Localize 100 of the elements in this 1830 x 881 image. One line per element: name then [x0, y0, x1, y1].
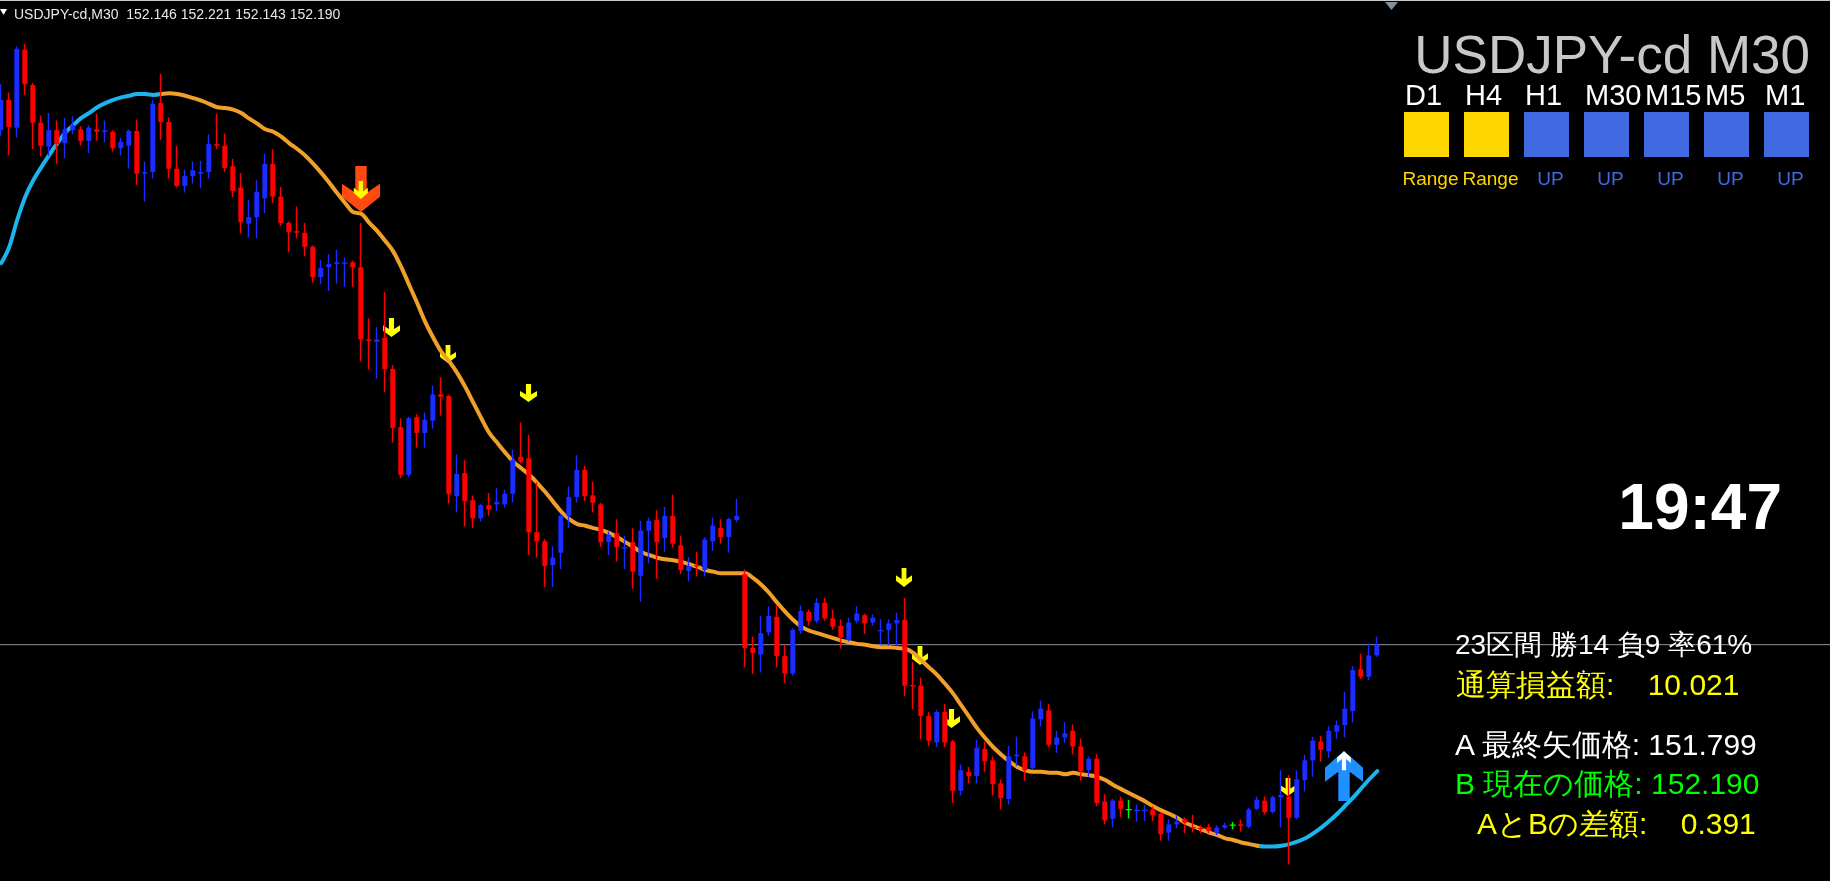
candlestick [1326, 726, 1332, 758]
candlestick [1118, 796, 1124, 817]
text: UP [1537, 168, 1564, 189]
candlestick [102, 120, 108, 143]
candlestick [662, 506, 668, 552]
candlestick [158, 73, 164, 140]
candlestick [758, 616, 764, 673]
candlestick [830, 609, 836, 630]
candlestick [302, 223, 308, 257]
candlestick [958, 764, 964, 796]
candlestick [646, 517, 652, 564]
candlestick [341, 257, 349, 287]
text: Range [1462, 168, 1519, 189]
text: UP [1717, 168, 1744, 189]
candlestick [750, 636, 756, 675]
candlestick [422, 412, 428, 448]
candlestick [566, 486, 572, 529]
candlestick [838, 619, 844, 649]
text: B 現在の価格: 152.190 [1455, 767, 1760, 800]
candlestick [862, 613, 868, 634]
candlestick [78, 126, 84, 146]
text: UP [1657, 168, 1684, 189]
candlestick [606, 531, 612, 556]
candlestick [110, 130, 116, 152]
candlestick [46, 113, 52, 157]
text: A 最終矢価格: 151.799 [1455, 728, 1757, 761]
candlestick [182, 169, 188, 193]
candlestick [1246, 808, 1252, 829]
candlestick [710, 517, 716, 552]
text: AとBの差額: 0.391 [1477, 807, 1756, 840]
candlestick [1110, 799, 1116, 828]
candlestick [694, 552, 700, 577]
candlestick [1038, 700, 1044, 727]
candlestick [734, 498, 740, 523]
candlestick [1374, 636, 1380, 657]
candlestick [982, 741, 988, 772]
candlestick [334, 250, 340, 284]
candlestick [350, 260, 356, 287]
text: 23区間 勝14 負9 率61% [1455, 629, 1753, 660]
candlestick [1070, 724, 1076, 755]
candlestick [726, 517, 732, 553]
candlestick [822, 598, 828, 621]
candlestick [1158, 812, 1164, 841]
candlestick [414, 414, 420, 448]
candlestick [62, 117, 68, 158]
candlestick [1286, 775, 1292, 865]
candlestick [174, 145, 180, 188]
chart-subtitle: USDJPY-cd,M30 152.146 152.221 152.143 152.190 [14, 5, 341, 22]
candlestick [1342, 691, 1348, 738]
candlestick [990, 756, 996, 796]
candlestick [1318, 735, 1324, 762]
candlestick [1358, 653, 1364, 680]
candlestick [222, 133, 228, 172]
candlestick [550, 546, 556, 588]
candlestick [814, 598, 820, 624]
candlestick [374, 327, 380, 379]
candlestick [94, 113, 100, 141]
text: 19:47 [1618, 471, 1782, 543]
candlestick [1022, 752, 1028, 781]
candlestick [214, 113, 220, 149]
candlestick [766, 606, 772, 636]
candlestick [438, 377, 444, 416]
candlestick [246, 200, 252, 238]
candlestick [366, 318, 372, 370]
candlestick [1166, 819, 1172, 841]
candlestick [614, 519, 620, 562]
candlestick [718, 519, 724, 544]
candlestick [1062, 721, 1068, 744]
candlestick [886, 619, 892, 646]
candlestick [998, 779, 1004, 810]
candlestick [798, 605, 804, 634]
candlestick [654, 510, 660, 579]
candlestick [486, 492, 492, 516]
candlestick [1366, 643, 1372, 680]
candlestick [1302, 754, 1308, 792]
candlestick [470, 495, 476, 529]
candlestick [38, 115, 44, 157]
candlestick [142, 161, 148, 202]
candlestick [1102, 794, 1108, 825]
candlestick [198, 160, 204, 189]
candlestick [318, 259, 324, 285]
candlestick [590, 481, 596, 513]
candlestick [686, 557, 692, 582]
candlestick [294, 206, 300, 239]
candlestick [846, 617, 852, 642]
candlestick [518, 422, 524, 464]
text: Range [1402, 168, 1459, 189]
candlestick [782, 644, 788, 684]
candlestick [454, 454, 460, 513]
candlestick [86, 125, 92, 154]
text: UP [1597, 168, 1624, 189]
candlestick [126, 129, 132, 169]
candlestick [534, 482, 540, 558]
text: UP [1777, 168, 1804, 189]
text: 通算損益額: 10.021 [1456, 668, 1740, 701]
candlestick [894, 612, 900, 647]
candlestick [190, 161, 196, 184]
candlestick [54, 120, 60, 164]
candlestick [286, 221, 292, 253]
candlestick [326, 254, 332, 291]
